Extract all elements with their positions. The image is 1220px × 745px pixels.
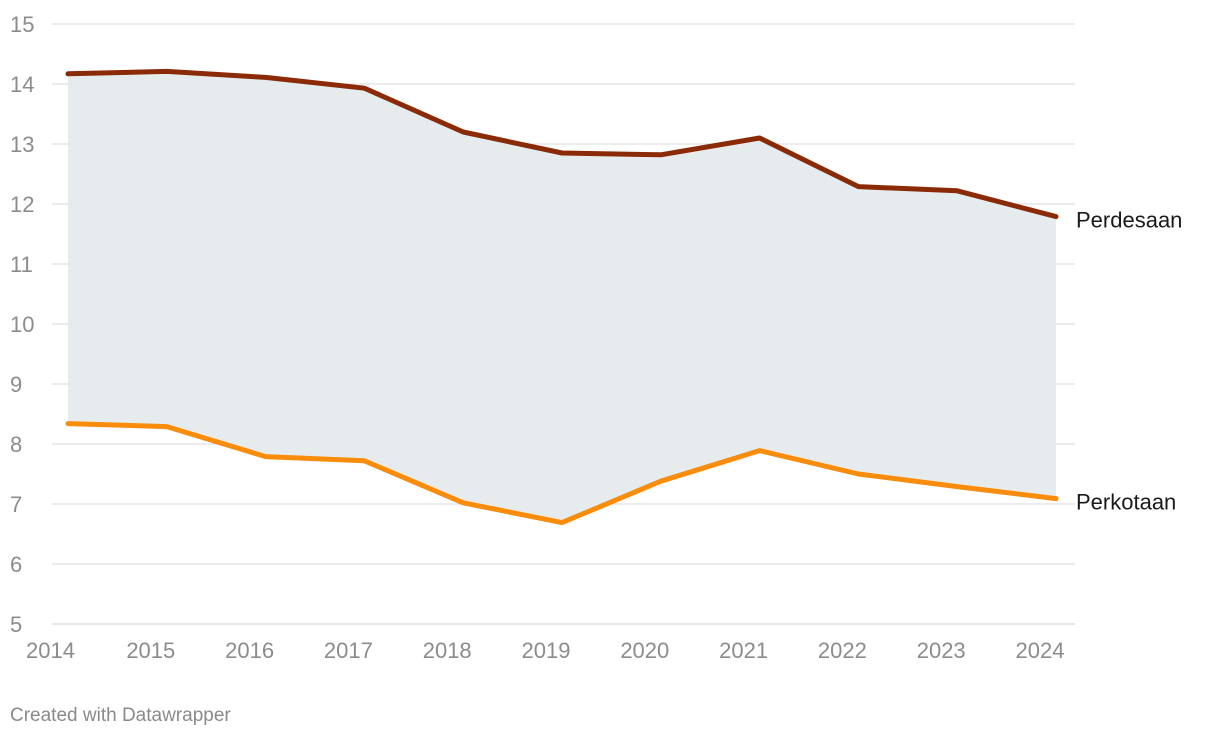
- range-band: [68, 71, 1056, 523]
- x-tick-label: 2018: [423, 638, 472, 663]
- y-axis-tick-labels: 5 6 7 8 9 10 11 12 13 14 15: [10, 12, 34, 637]
- x-tick-label: 2023: [917, 638, 966, 663]
- y-tick-label: 6: [10, 552, 22, 577]
- x-tick-label: 2016: [225, 638, 274, 663]
- y-tick-label: 8: [10, 432, 22, 457]
- series-line-perdesaan: [65, 68, 1059, 220]
- series-label-perkotaan: Perkotaan: [1076, 490, 1176, 515]
- y-tick-label: 10: [10, 312, 34, 337]
- series-line-perkotaan: [65, 421, 1059, 526]
- x-tick-label: 2021: [719, 638, 768, 663]
- band-between-series: [68, 71, 1056, 523]
- footer-credit: Created with Datawrapper: [10, 705, 231, 726]
- y-tick-label: 5: [10, 612, 22, 637]
- y-tick-label: 13: [10, 132, 34, 157]
- y-tick-label: 7: [10, 492, 22, 517]
- y-tick-label: 9: [10, 372, 22, 397]
- x-tick-label: 2017: [324, 638, 373, 663]
- y-tick-label: 11: [10, 252, 33, 277]
- x-tick-label: 2022: [818, 638, 867, 663]
- y-tick-label: 15: [10, 12, 34, 37]
- x-tick-label: 2019: [522, 638, 571, 663]
- series-label-perdesaan: Perdesaan: [1076, 208, 1182, 233]
- series-lines: [65, 68, 1059, 526]
- x-tick-label: 2015: [126, 638, 175, 663]
- x-tick-label: 2020: [620, 638, 669, 663]
- x-axis-tick-labels: 2014 2015 2016 2017 2018 2019 2020 2021 2022 2023…: [26, 638, 1064, 663]
- series-labels: Perdesaan Perkotaan: [1076, 208, 1182, 515]
- y-tick-label: 14: [10, 72, 34, 97]
- x-tick-label: 2024: [1016, 638, 1065, 663]
- x-tick-label: 2014: [26, 638, 75, 663]
- y-tick-label: 12: [10, 192, 34, 217]
